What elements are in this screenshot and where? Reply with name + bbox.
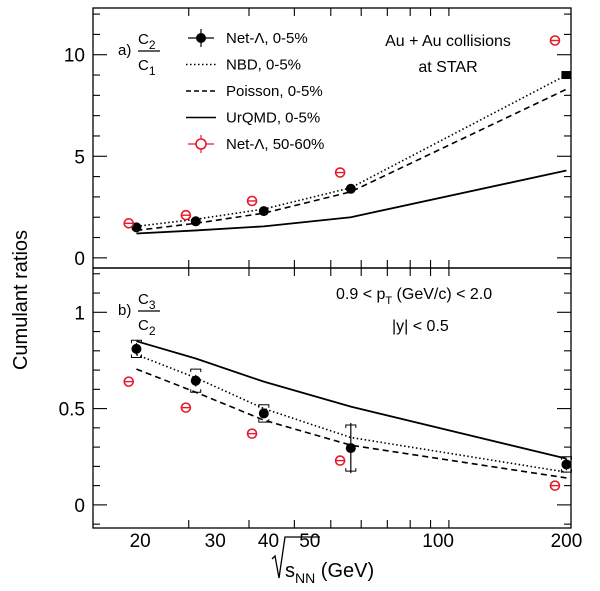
- panel-label: a): [118, 42, 131, 59]
- data-point: [561, 459, 572, 470]
- data-point: [258, 206, 269, 217]
- ratio-num-letter: C: [138, 291, 149, 308]
- series-line: [136, 353, 567, 473]
- series-line: [136, 340, 567, 460]
- legend-label: Poisson, 0-5%: [226, 83, 323, 100]
- y-tick-label: 0.5: [59, 400, 85, 421]
- x-tick-label: 30: [205, 531, 226, 552]
- series-points: [131, 71, 572, 233]
- collision-annotation: Au + Au collisions: [385, 33, 511, 50]
- pt-range-text: (GeV/c) < 2.0: [392, 286, 492, 303]
- series-line: [136, 88, 567, 232]
- ratio-den-sub: 1: [149, 64, 156, 78]
- x-tick-label: 40: [258, 531, 279, 552]
- ratio-denominator: C2: [138, 317, 156, 338]
- sqrt-sign: [271, 536, 320, 579]
- series-line: [136, 368, 567, 479]
- legend-label: NBD, 0-5%: [226, 57, 301, 74]
- ratio-numerator: C3: [138, 291, 156, 312]
- pt-range-text: 0.9 < p: [336, 286, 385, 303]
- collision-annotation: at STAR: [418, 59, 477, 76]
- series-line: [136, 74, 567, 228]
- series-points-open: [123, 376, 561, 491]
- y-tick-label: 0: [74, 496, 85, 517]
- y-tick-label: 0: [74, 249, 85, 270]
- y-axis-label: Cumulant ratios: [10, 230, 32, 370]
- y-tick-label: 1: [74, 303, 85, 324]
- x-tick-label: 50: [299, 531, 320, 552]
- series-points-open: [123, 35, 561, 229]
- ratio-numerator: C2: [138, 31, 156, 52]
- x-axis-label-text: sNN (GeV): [285, 560, 374, 586]
- ratio-denominator: C1: [138, 57, 156, 78]
- x-tick-label: 100: [422, 531, 454, 552]
- legend-label: Net-Λ, 0-5%: [226, 30, 308, 47]
- series-line: [136, 353, 567, 473]
- ratio-num-sub: 3: [149, 298, 156, 312]
- pt-range-annotation: 0.9 < pT (GeV/c) < 2.0: [336, 286, 492, 307]
- series-line: [136, 169, 567, 235]
- x-axis: 20 30 40 50 100 200: [130, 531, 583, 552]
- x-tick-label: 20: [130, 531, 151, 552]
- series-line: [136, 74, 567, 228]
- y-tick-label: 10: [64, 46, 85, 67]
- data-point: [131, 343, 142, 354]
- series-line: [136, 340, 567, 460]
- ratio-den-letter: C: [138, 57, 149, 74]
- plot-frame: [92, 267, 572, 529]
- rapidity-annotation: |y| < 0.5: [392, 318, 449, 335]
- series-line: [136, 169, 567, 235]
- legend-swatch-marker: [196, 33, 206, 43]
- x-axis-label: sNN (GeV): [271, 536, 374, 586]
- pt-range-sub: T: [385, 295, 392, 307]
- legend-label: Net-Λ, 50-60%: [226, 136, 324, 153]
- data-point: [258, 408, 269, 419]
- panel-label: b): [118, 302, 131, 319]
- ratio-num-sub: 2: [149, 38, 156, 52]
- legend-label: UrQMD, 0-5%: [226, 110, 320, 127]
- ratio-num-letter: C: [138, 31, 149, 48]
- ratio-den-sub: 2: [149, 324, 156, 338]
- data-point: [190, 216, 201, 227]
- data-point: [190, 375, 201, 386]
- series-line: [136, 88, 567, 232]
- y-tick-label: 5: [74, 147, 85, 168]
- series-line: [136, 368, 567, 479]
- legend-swatch-marker: [195, 138, 207, 150]
- ratio-den-letter: C: [138, 317, 149, 334]
- legend: Net-Λ, 0-5% NBD, 0-5% Poisson, 0-5% UrQMD, …: [186, 29, 324, 153]
- x-tick-label: 200: [551, 531, 583, 552]
